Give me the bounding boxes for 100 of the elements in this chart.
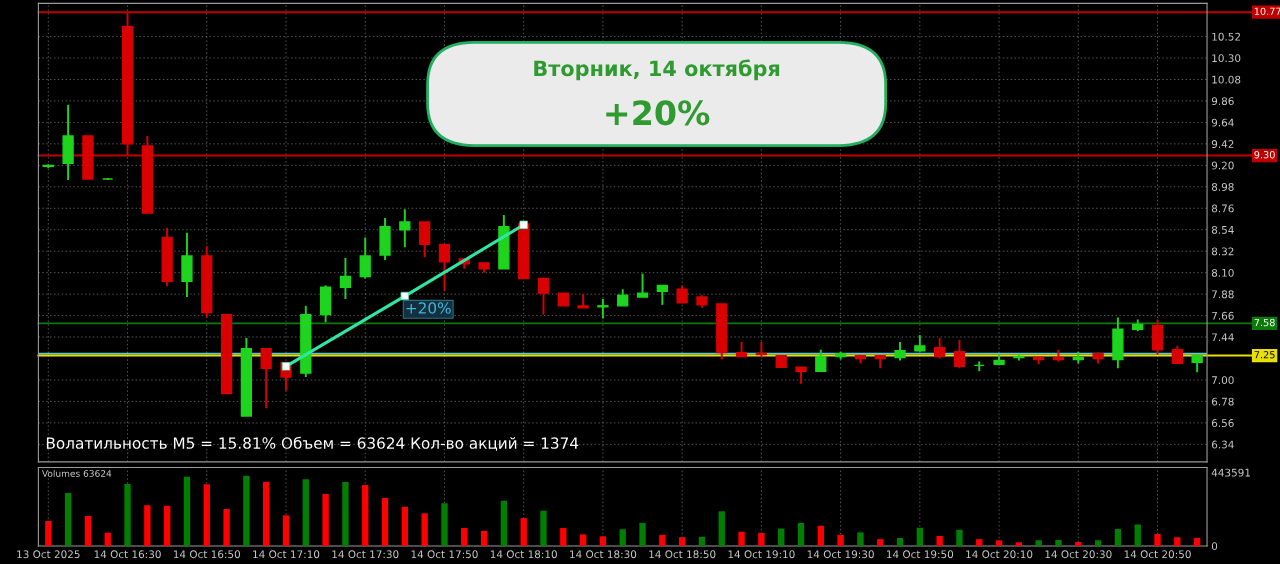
bar bbox=[718, 511, 725, 546]
x-tick-label: 14 Oct 17:30 bbox=[332, 550, 399, 559]
bar bbox=[1154, 534, 1161, 546]
ref-line-label: 10.77 bbox=[1254, 7, 1280, 15]
y-tick-label: 6.78 bbox=[1211, 397, 1234, 406]
y-tick-label: 0 bbox=[1211, 542, 1218, 551]
bar bbox=[421, 513, 428, 546]
bar bbox=[183, 476, 191, 546]
bar bbox=[1015, 542, 1023, 546]
x-tick-label: 14 Oct 18:30 bbox=[570, 550, 637, 559]
y-tick-label: 8.76 bbox=[1211, 204, 1234, 213]
bar bbox=[263, 481, 270, 546]
bar bbox=[1075, 541, 1082, 546]
x-tick-label: 14 Oct 17:50 bbox=[411, 550, 478, 559]
candlestick bbox=[359, 236, 371, 280]
y-tick-label: 10.08 bbox=[1212, 75, 1241, 84]
candlestick bbox=[537, 277, 550, 316]
bar bbox=[322, 493, 329, 546]
y-tick-label: 10.30 bbox=[1212, 54, 1241, 63]
candlestick bbox=[339, 257, 352, 300]
bar bbox=[480, 530, 488, 546]
candlestick bbox=[399, 208, 411, 249]
bar bbox=[916, 527, 923, 546]
y-tick-label: 8.54 bbox=[1211, 225, 1234, 234]
y-tick-label: 7.00 bbox=[1212, 376, 1234, 385]
bar bbox=[619, 529, 626, 546]
candlestick bbox=[894, 340, 906, 362]
bar bbox=[163, 505, 171, 546]
y-tick-label: 8.98 bbox=[1211, 183, 1234, 191]
bar bbox=[1193, 538, 1201, 546]
candlestick bbox=[953, 339, 966, 370]
y-tick-label: 9.20 bbox=[1211, 161, 1234, 170]
bar bbox=[124, 483, 131, 546]
bar bbox=[956, 529, 963, 546]
bar bbox=[936, 536, 943, 546]
x-tick-label: 14 Oct 16:30 bbox=[94, 550, 161, 559]
x-tick-label: 13 Oct 2025 bbox=[17, 550, 80, 559]
bar bbox=[1134, 524, 1141, 546]
bar bbox=[698, 536, 706, 546]
y-tick-label: 7.44 bbox=[1212, 333, 1234, 341]
ref-line-label: 7.25 bbox=[1254, 351, 1275, 359]
bar bbox=[1035, 540, 1042, 546]
annotation: Волатильность M5 = 15.81% Объем = 63624 Кол-во акций = 1374 bbox=[46, 436, 579, 451]
bar bbox=[500, 500, 508, 546]
annotation: +20% bbox=[406, 302, 451, 314]
bar bbox=[837, 534, 844, 546]
bar bbox=[1094, 540, 1102, 546]
candlestick bbox=[933, 337, 946, 360]
y-tick-label: 7.88 bbox=[1212, 290, 1234, 299]
y-tick-label: 443591 bbox=[1211, 468, 1251, 477]
bar bbox=[976, 539, 983, 546]
x-tick-label: 14 Oct 20:10 bbox=[966, 550, 1033, 559]
bar bbox=[203, 484, 210, 546]
bar bbox=[223, 508, 230, 546]
candlestick bbox=[418, 220, 431, 259]
candlestick bbox=[656, 284, 668, 306]
y-tick-label: 6.34 bbox=[1211, 440, 1234, 449]
x-tick-label: 14 Oct 19:10 bbox=[728, 550, 795, 559]
y-tick-label: 9.86 bbox=[1211, 97, 1234, 106]
bar bbox=[857, 532, 864, 546]
bar bbox=[401, 506, 409, 546]
candlestick bbox=[438, 243, 451, 293]
x-tick-label: 14 Oct 17:10 bbox=[253, 550, 320, 559]
x-tick-label: 14 Oct 18:10 bbox=[490, 550, 557, 559]
bar bbox=[599, 536, 607, 546]
y-tick-label: 10.52 bbox=[1212, 32, 1240, 41]
candlestick bbox=[597, 298, 609, 320]
bar bbox=[362, 485, 369, 546]
bar bbox=[817, 525, 824, 546]
x-tick-label: 14 Oct 20:50 bbox=[1124, 550, 1191, 559]
bar bbox=[84, 516, 92, 546]
bar bbox=[797, 522, 805, 546]
bar bbox=[64, 493, 72, 546]
bar bbox=[302, 479, 309, 546]
y-tick-label: 9.42 bbox=[1211, 140, 1234, 148]
y-tick-label: 8.32 bbox=[1211, 247, 1234, 256]
y-tick-label: 6.56 bbox=[1211, 419, 1234, 427]
ref-line-label: 9.30 bbox=[1254, 151, 1275, 159]
bar bbox=[1055, 539, 1062, 546]
bar bbox=[144, 505, 151, 546]
bar bbox=[342, 481, 349, 546]
bar bbox=[381, 497, 389, 546]
candlestick bbox=[815, 348, 827, 373]
bar bbox=[1174, 537, 1181, 546]
bar bbox=[678, 537, 686, 546]
x-tick-label: 14 Oct 19:30 bbox=[807, 550, 874, 559]
bar bbox=[243, 475, 250, 546]
x-tick-label: 14 Oct 19:50 bbox=[887, 550, 954, 559]
bar bbox=[738, 531, 745, 546]
bar bbox=[778, 528, 785, 546]
bar bbox=[540, 510, 547, 546]
x-tick-label: 14 Oct 16:50 bbox=[173, 550, 241, 559]
y-tick-label: 8.10 bbox=[1211, 268, 1234, 277]
bar bbox=[896, 538, 904, 546]
bar bbox=[461, 528, 468, 546]
bar bbox=[877, 539, 884, 546]
bar bbox=[520, 518, 527, 546]
bar bbox=[639, 522, 646, 546]
bar bbox=[45, 520, 52, 546]
bar bbox=[282, 515, 290, 546]
